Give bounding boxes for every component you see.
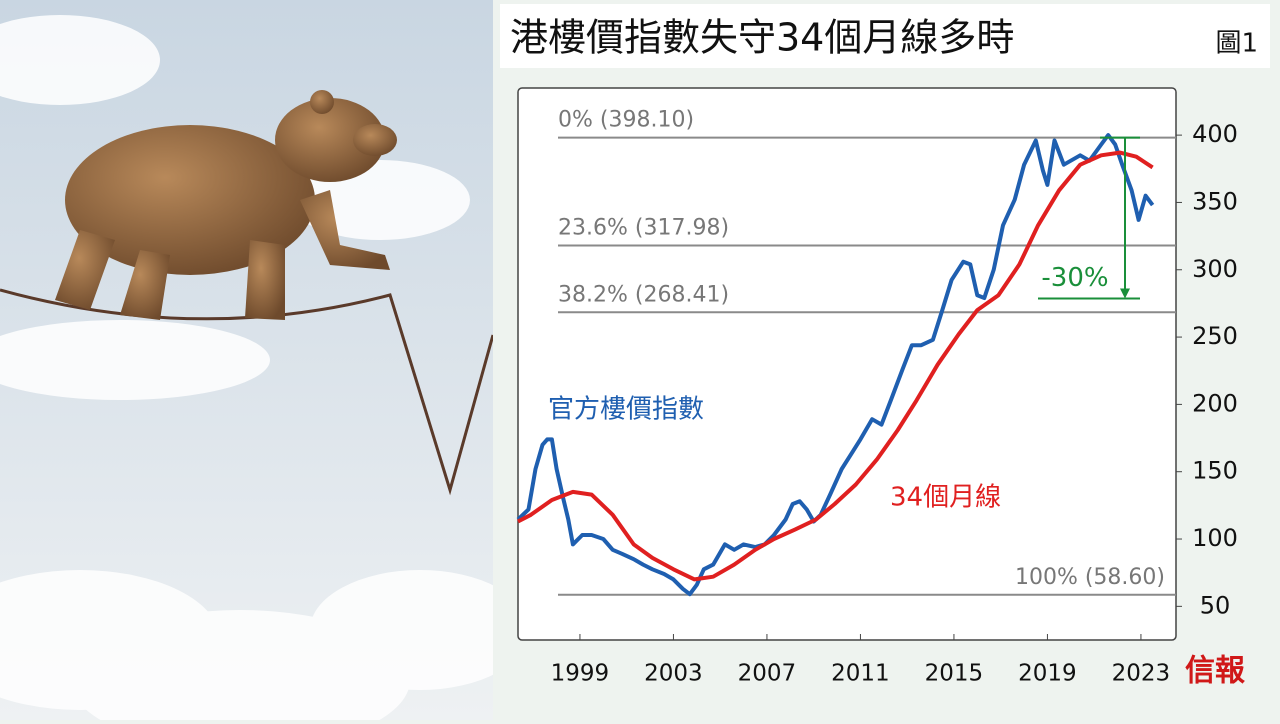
- bear: [55, 90, 397, 320]
- x-tick-label: 2023: [1112, 661, 1171, 687]
- series-label: 官方樓價指數: [548, 395, 704, 425]
- y-tick-label: 250: [1192, 322, 1238, 350]
- y-tick-label: 100: [1192, 524, 1238, 552]
- drop-arrowhead: [1120, 288, 1130, 299]
- title-bar: [500, 4, 1270, 68]
- chart-title: 港樓價指數失守34個月線多時: [510, 16, 1014, 60]
- x-tick-label: 2003: [644, 661, 703, 687]
- y-tick-label: 400: [1192, 120, 1238, 148]
- plot-frame: [517, 87, 1177, 641]
- series-line: [516, 133, 1155, 597]
- y-tick-label: 50: [1200, 591, 1231, 619]
- x-tick-label: 1999: [551, 661, 610, 687]
- y-tick-label: 350: [1192, 187, 1238, 215]
- level-label: 100% (58.60): [1015, 565, 1165, 590]
- y-tick-label: 150: [1192, 457, 1238, 485]
- level-label: 23.6% (317.98): [558, 216, 729, 241]
- drop-label: -30%: [1041, 263, 1108, 293]
- x-tick-label: 2007: [738, 661, 797, 687]
- level-label: 38.2% (268.41): [558, 282, 729, 307]
- tightrope: [0, 288, 495, 496]
- x-tick-label: 2015: [925, 661, 984, 687]
- figure-label: 圖1: [1215, 29, 1258, 59]
- y-tick-label: 300: [1192, 255, 1238, 283]
- series-label: 34個月線: [890, 483, 1001, 513]
- x-tick-label: 2011: [831, 661, 890, 687]
- x-tick-label: 2019: [1018, 661, 1077, 687]
- series-line: [517, 150, 1154, 582]
- source-logo: 信報: [1185, 654, 1246, 689]
- y-tick-label: 200: [1192, 389, 1238, 417]
- level-label: 0% (398.10): [558, 108, 694, 133]
